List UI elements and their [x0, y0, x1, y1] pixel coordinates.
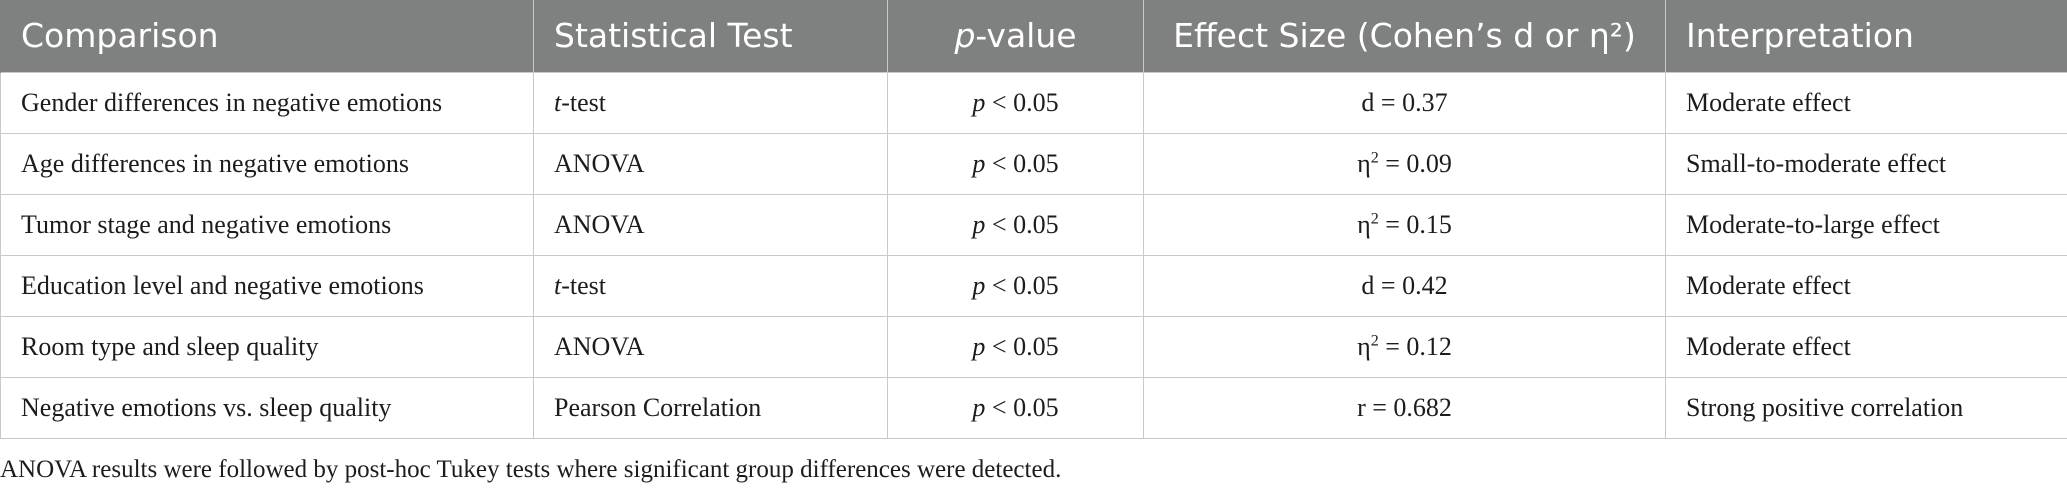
- table-body: Gender differences in negative emotions t…: [0, 71, 2067, 439]
- test-symbol: t: [554, 87, 562, 117]
- test-name: ANOVA: [554, 209, 645, 239]
- cell-p-value: p < 0.05: [887, 376, 1144, 439]
- p-threshold: < 0.05: [985, 148, 1059, 178]
- cell-statistical-test: ANOVA: [533, 315, 888, 378]
- header-statistical-test: Statistical Test: [533, 0, 888, 72]
- effect-value: = 0.09: [1378, 148, 1452, 178]
- table-header-row: Comparison Statistical Test p-value Effe…: [0, 0, 2067, 72]
- p-threshold: < 0.05: [985, 331, 1059, 361]
- cell-p-value: p < 0.05: [887, 132, 1144, 195]
- effect-symbol: d: [1361, 87, 1375, 117]
- table-row: Room type and sleep quality ANOVA p < 0.05…: [0, 315, 2067, 378]
- header-p-value: p-value: [887, 0, 1144, 72]
- effect-value: = 0.682: [1365, 392, 1452, 422]
- effect-symbol: η: [1357, 209, 1371, 239]
- cell-interpretation: Small-to-moderate effect: [1665, 132, 2067, 195]
- effect-symbol: d: [1361, 270, 1375, 300]
- cell-comparison: Room type and sleep quality: [0, 315, 534, 378]
- p-threshold: < 0.05: [985, 392, 1059, 422]
- cell-interpretation: Strong positive correlation: [1665, 376, 2067, 439]
- header-p-value-rest: -value: [975, 16, 1077, 56]
- effect-superscript: 2: [1370, 331, 1379, 349]
- cell-statistical-test: ANOVA: [533, 193, 888, 256]
- cell-statistical-test: Pearson Correlation: [533, 376, 888, 439]
- table-row: Negative emotions vs. sleep quality Pears…: [0, 376, 2067, 439]
- p-symbol: p: [972, 148, 986, 178]
- cell-interpretation: Moderate effect: [1665, 315, 2067, 378]
- test-name: -test: [561, 87, 606, 117]
- cell-p-value: p < 0.05: [887, 193, 1144, 256]
- cell-p-value: p < 0.05: [887, 254, 1144, 317]
- p-symbol: p: [972, 209, 986, 239]
- cell-statistical-test: t-test: [533, 254, 888, 317]
- header-interpretation: Interpretation: [1665, 0, 2067, 72]
- cell-statistical-test: ANOVA: [533, 132, 888, 195]
- p-symbol: p: [972, 87, 986, 117]
- cell-effect-size: η2 = 0.12: [1143, 315, 1666, 378]
- effect-symbol: r: [1357, 392, 1366, 422]
- cell-effect-size: d = 0.42: [1143, 254, 1666, 317]
- cell-effect-size: η2 = 0.15: [1143, 193, 1666, 256]
- cell-p-value: p < 0.05: [887, 315, 1144, 378]
- cell-interpretation: Moderate-to-large effect: [1665, 193, 2067, 256]
- table-row: Age differences in negative emotions ANOV…: [0, 132, 2067, 195]
- test-symbol: t: [554, 270, 562, 300]
- effect-symbol: η: [1357, 331, 1371, 361]
- effect-value: = 0.37: [1374, 87, 1448, 117]
- header-p-value-p: p: [954, 16, 976, 56]
- cell-effect-size: η2 = 0.09: [1143, 132, 1666, 195]
- cell-statistical-test: t-test: [533, 71, 888, 134]
- cell-comparison: Education level and negative emotions: [0, 254, 534, 317]
- effect-value: = 0.12: [1378, 331, 1452, 361]
- effect-superscript: 2: [1370, 209, 1379, 227]
- p-symbol: p: [972, 392, 986, 422]
- effect-symbol: η: [1357, 148, 1371, 178]
- table-footnote: ANOVA results were followed by post-hoc …: [0, 456, 1062, 483]
- test-name: -test: [561, 270, 606, 300]
- p-threshold: < 0.05: [985, 270, 1059, 300]
- table-row: Tumor stage and negative emotions ANOVA p …: [0, 193, 2067, 256]
- results-table: Comparison Statistical Test p-value Effe…: [0, 0, 2067, 439]
- test-name: Pearson Correlation: [554, 392, 762, 422]
- cell-p-value: p < 0.05: [887, 71, 1144, 134]
- effect-superscript: 2: [1370, 148, 1379, 166]
- header-effect-size: Effect Size (Cohen’s d or η²): [1143, 0, 1666, 72]
- cell-comparison: Negative emotions vs. sleep quality: [0, 376, 534, 439]
- p-threshold: < 0.05: [985, 209, 1059, 239]
- test-name: ANOVA: [554, 331, 645, 361]
- cell-comparison: Gender differences in negative emotions: [0, 71, 534, 134]
- table-row: Education level and negative emotions t-t…: [0, 254, 2067, 317]
- header-comparison: Comparison: [0, 0, 534, 72]
- p-symbol: p: [972, 270, 986, 300]
- effect-value: = 0.42: [1374, 270, 1448, 300]
- results-table-container: Comparison Statistical Test p-value Effe…: [0, 0, 2067, 439]
- cell-effect-size: d = 0.37: [1143, 71, 1666, 134]
- p-symbol: p: [972, 331, 986, 361]
- cell-comparison: Tumor stage and negative emotions: [0, 193, 534, 256]
- cell-effect-size: r = 0.682: [1143, 376, 1666, 439]
- cell-interpretation: Moderate effect: [1665, 71, 2067, 134]
- effect-value: = 0.15: [1378, 209, 1452, 239]
- test-name: ANOVA: [554, 148, 645, 178]
- cell-interpretation: Moderate effect: [1665, 254, 2067, 317]
- table-row: Gender differences in negative emotions t…: [0, 71, 2067, 134]
- p-threshold: < 0.05: [985, 87, 1059, 117]
- cell-comparison: Age differences in negative emotions: [0, 132, 534, 195]
